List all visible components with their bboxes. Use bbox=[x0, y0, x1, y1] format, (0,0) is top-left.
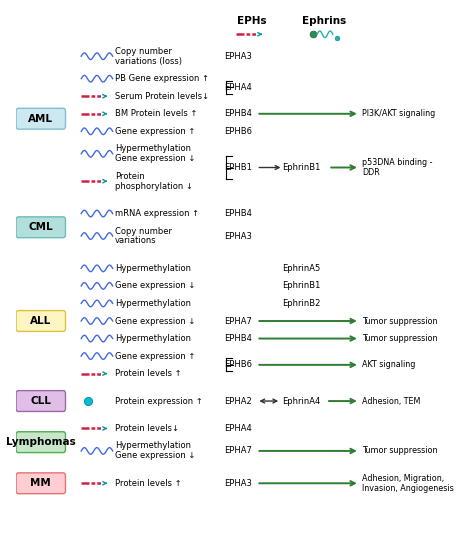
Text: EPHs: EPHs bbox=[237, 15, 267, 25]
Text: EphrinB1: EphrinB1 bbox=[282, 163, 320, 172]
Text: Adhesion, Migration,: Adhesion, Migration, bbox=[362, 474, 444, 483]
FancyBboxPatch shape bbox=[16, 311, 65, 331]
Text: phosphorylation ↓: phosphorylation ↓ bbox=[115, 182, 193, 191]
Text: AML: AML bbox=[28, 114, 53, 124]
Text: DDR: DDR bbox=[362, 168, 380, 177]
Text: EPHA4: EPHA4 bbox=[225, 424, 252, 433]
Text: EPHA3: EPHA3 bbox=[225, 52, 252, 61]
Text: Protein levels↓: Protein levels↓ bbox=[115, 424, 179, 433]
Text: EPHB4: EPHB4 bbox=[225, 109, 252, 118]
Text: MM: MM bbox=[30, 478, 51, 488]
Text: Gene expression ↓: Gene expression ↓ bbox=[115, 451, 195, 461]
Text: EPHB6: EPHB6 bbox=[225, 360, 253, 369]
Text: EPHA3: EPHA3 bbox=[225, 231, 252, 241]
Text: EPHB4: EPHB4 bbox=[225, 334, 252, 343]
Text: Gene expression ↑: Gene expression ↑ bbox=[115, 127, 195, 136]
Text: Ephrins: Ephrins bbox=[301, 15, 346, 25]
Text: Protein levels ↑: Protein levels ↑ bbox=[115, 479, 182, 488]
Text: EphrinB2: EphrinB2 bbox=[282, 299, 320, 308]
Text: mRNA expression ↑: mRNA expression ↑ bbox=[115, 209, 199, 218]
FancyBboxPatch shape bbox=[16, 217, 65, 237]
Text: Copy number: Copy number bbox=[115, 226, 172, 236]
Text: PI3K/AKT signaling: PI3K/AKT signaling bbox=[362, 109, 435, 118]
Text: Tumor suppression: Tumor suppression bbox=[362, 334, 438, 343]
Text: EPHB1: EPHB1 bbox=[225, 163, 252, 172]
Text: Gene expression ↓: Gene expression ↓ bbox=[115, 282, 195, 290]
Text: EphrinA5: EphrinA5 bbox=[282, 264, 320, 273]
Text: EPHB4: EPHB4 bbox=[225, 209, 252, 218]
Text: Lymphomas: Lymphomas bbox=[6, 437, 76, 447]
Text: Copy number: Copy number bbox=[115, 47, 172, 56]
Text: Invasion, Angiogenesis: Invasion, Angiogenesis bbox=[362, 484, 454, 493]
Text: Gene expression ↓: Gene expression ↓ bbox=[115, 316, 195, 326]
Text: Tumor suppression: Tumor suppression bbox=[362, 446, 438, 456]
Text: PB Gene expression ↑: PB Gene expression ↑ bbox=[115, 74, 209, 83]
Text: Protein: Protein bbox=[115, 172, 145, 181]
Text: Gene expression ↓: Gene expression ↓ bbox=[115, 154, 195, 163]
Text: EPHA7: EPHA7 bbox=[225, 316, 252, 326]
Text: Hypermethylation: Hypermethylation bbox=[115, 334, 191, 343]
Text: BM Protein levels ↑: BM Protein levels ↑ bbox=[115, 109, 197, 118]
Text: variations (loss): variations (loss) bbox=[115, 57, 182, 66]
Text: Protein expression ↑: Protein expression ↑ bbox=[115, 397, 203, 406]
Text: Hypermethylation: Hypermethylation bbox=[115, 441, 191, 451]
Text: EphrinB1: EphrinB1 bbox=[282, 282, 320, 290]
Text: EPHA7: EPHA7 bbox=[225, 446, 252, 456]
Text: Adhesion, TEM: Adhesion, TEM bbox=[362, 397, 420, 406]
Text: variations: variations bbox=[115, 236, 156, 245]
Text: CML: CML bbox=[28, 222, 53, 233]
FancyBboxPatch shape bbox=[16, 391, 65, 412]
Text: EPHA2: EPHA2 bbox=[225, 397, 252, 406]
Text: Hypermethylation: Hypermethylation bbox=[115, 264, 191, 273]
FancyBboxPatch shape bbox=[16, 432, 65, 452]
Text: CLL: CLL bbox=[30, 396, 51, 406]
Text: AKT signaling: AKT signaling bbox=[362, 360, 415, 369]
FancyBboxPatch shape bbox=[16, 109, 65, 129]
Text: EPHA4: EPHA4 bbox=[225, 83, 252, 92]
Text: Hypermethylation: Hypermethylation bbox=[115, 144, 191, 153]
Text: EphrinA4: EphrinA4 bbox=[282, 397, 320, 406]
Text: Gene expression ↑: Gene expression ↑ bbox=[115, 352, 195, 360]
Text: Serum Protein levels↓: Serum Protein levels↓ bbox=[115, 91, 209, 101]
Text: Hypermethylation: Hypermethylation bbox=[115, 299, 191, 308]
Text: EPHA3: EPHA3 bbox=[225, 479, 252, 488]
Text: p53DNA binding -: p53DNA binding - bbox=[362, 158, 432, 167]
Text: Protein levels ↑: Protein levels ↑ bbox=[115, 369, 182, 378]
Text: EPHB6: EPHB6 bbox=[225, 127, 253, 136]
Text: Tumor suppression: Tumor suppression bbox=[362, 316, 438, 326]
FancyBboxPatch shape bbox=[16, 473, 65, 494]
Text: ALL: ALL bbox=[30, 316, 51, 326]
